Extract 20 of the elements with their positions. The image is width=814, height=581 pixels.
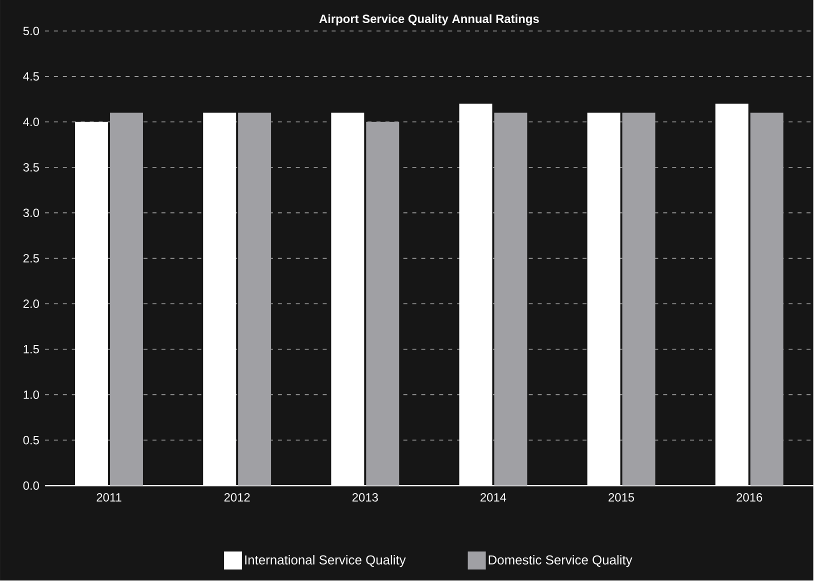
legend-label: Domestic Service Quality — [488, 555, 632, 568]
y-tick-label: 4.0 — [23, 118, 39, 126]
y-tick-label: 5.0 — [23, 26, 39, 36]
y-tick-label: 4.5 — [23, 72, 39, 81]
x-tick-label: 2016 — [736, 493, 762, 502]
x-tick-label: 2012 — [224, 493, 250, 502]
y-tick-label: 2.0 — [23, 300, 39, 308]
chart-title: Airport Service Quality Annual Ratings — [319, 14, 539, 26]
y-tick-label: 2.5 — [23, 254, 39, 263]
x-tick-label: 2015 — [608, 493, 634, 502]
y-tick-label: 1.0 — [24, 390, 39, 400]
y-tick-label: 3.5 — [23, 163, 39, 172]
y-tick-label: 1.5 — [24, 345, 39, 354]
y-tick-label: 0.0 — [23, 482, 39, 490]
x-tick-label: 2013 — [352, 493, 378, 502]
x-tick-label: 2014 — [480, 493, 506, 502]
y-tick-label: 0.5 — [23, 436, 39, 445]
y-tick-label: 3.0 — [23, 208, 39, 218]
x-tick-label: 2011 — [96, 493, 122, 502]
legend-label: International Service Quality — [245, 555, 406, 568]
